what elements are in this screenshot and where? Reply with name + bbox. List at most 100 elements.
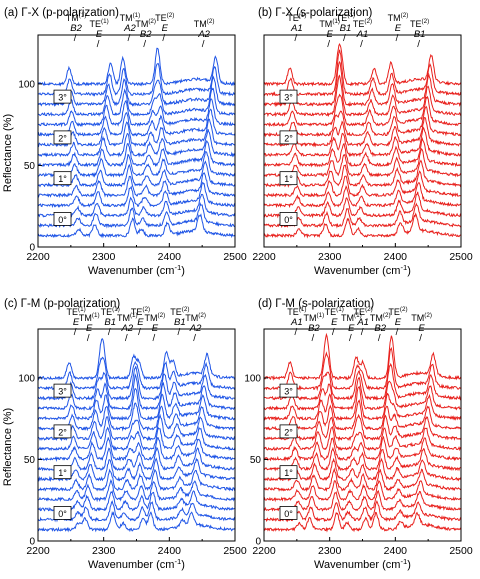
x-axis-label: Wavenumber (cm-1​) xyxy=(314,557,411,571)
peak-label-mode: TE(2)​ xyxy=(388,306,407,317)
x-tick-label: 2500 xyxy=(449,251,473,263)
chart-title: (b) Γ-X (s-polarization) xyxy=(258,7,373,19)
angle-label-box xyxy=(279,89,298,104)
angle-label-box xyxy=(53,171,72,186)
series-line xyxy=(37,139,236,168)
series-line xyxy=(37,479,236,503)
x-axis-label: Wavenumber (cm-1​) xyxy=(88,557,185,571)
angle-label: 1° xyxy=(284,174,293,184)
angle-label: 2° xyxy=(58,427,67,437)
peak-label-symmetry: E xyxy=(96,29,103,40)
peak-label-mode: TE(1)​ xyxy=(325,306,344,317)
peak-label-symmetry: B1 xyxy=(104,317,116,328)
series-line xyxy=(37,366,236,401)
angle-label-box xyxy=(279,424,298,439)
series-line xyxy=(263,212,462,239)
series-line xyxy=(263,126,462,158)
series-line xyxy=(37,129,236,158)
series-line xyxy=(263,446,462,472)
x-tick-label: 2200 xyxy=(26,545,50,557)
series-line xyxy=(37,500,236,523)
series-line xyxy=(38,356,236,391)
peak-label-mode: TE(2)​ xyxy=(155,12,174,23)
peak-label-symmetry: B1 xyxy=(340,23,352,34)
x-tick-label: 2300 xyxy=(318,545,342,557)
x-axis-label: Wavenumber (cm-1​) xyxy=(314,263,411,277)
peak-label-pointer xyxy=(311,333,315,342)
peak-label-mode: TM(2)​ xyxy=(388,12,409,23)
peak-label-symmetry: E xyxy=(395,23,402,34)
peak-label-symmetry: E xyxy=(331,317,338,328)
series-line xyxy=(37,98,236,128)
chart-title: (d) Γ-M (s-polarization) xyxy=(258,298,374,310)
peak-label-pointer xyxy=(177,327,181,336)
angle-label-box xyxy=(279,506,298,520)
peak-label-mode: TE(1)​ xyxy=(89,18,108,29)
peak-label-symmetry: E xyxy=(418,323,425,334)
angle-label: 1° xyxy=(284,468,293,478)
peak-label-pointer xyxy=(349,333,352,342)
series-line xyxy=(263,191,462,219)
peak-label-pointer xyxy=(201,39,205,48)
angle-label-box xyxy=(279,383,298,398)
peak-label-pointer xyxy=(417,39,420,48)
peak-label-symmetry: A1 xyxy=(356,29,369,40)
peak-label-symmetry: E xyxy=(73,317,80,328)
angle-label: 3° xyxy=(284,387,293,397)
angle-label-box xyxy=(279,465,298,480)
angle-label: 2° xyxy=(284,133,293,143)
x-tick-label: 2200 xyxy=(252,545,276,557)
x-tick-label: 2200 xyxy=(252,251,276,263)
peak-label-symmetry: B1 xyxy=(174,317,186,328)
series-line xyxy=(37,426,236,452)
x-axis-label: Wavenumber (cm-1​) xyxy=(88,263,185,277)
peak-label-pointer xyxy=(343,33,346,42)
angle-label: 0° xyxy=(284,509,293,519)
chart-panel-a: (a) Γ-X (p-polarization) 2200 2300 2400 2500… xyxy=(2,7,247,277)
angle-label-box xyxy=(53,383,72,398)
peak-label-symmetry: B1 xyxy=(414,29,426,40)
peak-label-mode: TE(1)​ xyxy=(287,306,306,317)
y-tick-label: 50 xyxy=(250,455,262,466)
peak-label-pointer xyxy=(73,33,77,42)
peak-label-pointer xyxy=(395,33,399,42)
series-line xyxy=(37,387,236,422)
series-line xyxy=(263,74,462,118)
peak-label-pointer xyxy=(294,33,298,42)
peak-label-mode: TE(1)​ xyxy=(66,306,85,317)
angle-label-box xyxy=(53,89,72,104)
series-line xyxy=(37,511,236,533)
y-axis-label: Reflectance (%) xyxy=(2,114,14,192)
series-line xyxy=(37,62,236,97)
peak-label-pointer xyxy=(360,327,364,336)
series-line xyxy=(37,108,236,138)
peak-label-symmetry: E xyxy=(326,29,333,40)
series-line xyxy=(263,182,462,209)
series-line xyxy=(37,47,236,87)
peak-label-mode: TM(1)​ xyxy=(319,18,340,29)
peak-label-pointer xyxy=(395,327,399,336)
series-line xyxy=(37,338,236,381)
peak-label-pointer xyxy=(138,327,141,336)
x-tick-label: 2400 xyxy=(158,545,182,557)
peak-label-mode: TM(2)​ xyxy=(185,312,206,323)
angle-label: 1° xyxy=(58,174,67,184)
peak-label-symmetry: A2 xyxy=(120,323,133,334)
peak-label-symmetry: E xyxy=(86,323,93,334)
peak-label-mode: TE(2)​ xyxy=(354,306,373,317)
peak-label-symmetry: B2 xyxy=(374,323,386,334)
series-line xyxy=(37,468,236,492)
peak-label-pointer xyxy=(143,39,147,48)
peak-label-mode: TE(2)​ xyxy=(131,306,150,317)
peak-label-mode: TM(1)​ xyxy=(117,312,138,323)
x-tick-label: 2300 xyxy=(318,251,342,263)
peak-label-mode: TE(1)​ xyxy=(287,12,306,23)
series-line xyxy=(263,511,462,533)
angle-label: 0° xyxy=(58,509,67,519)
x-tick-label: 2500 xyxy=(223,545,247,557)
peak-label-pointer xyxy=(73,327,77,336)
peak-label-mode: TM(1)​ xyxy=(79,312,100,323)
series-line xyxy=(37,181,236,209)
peak-label-pointer xyxy=(107,327,111,336)
x-tick-label: 2400 xyxy=(158,251,182,263)
